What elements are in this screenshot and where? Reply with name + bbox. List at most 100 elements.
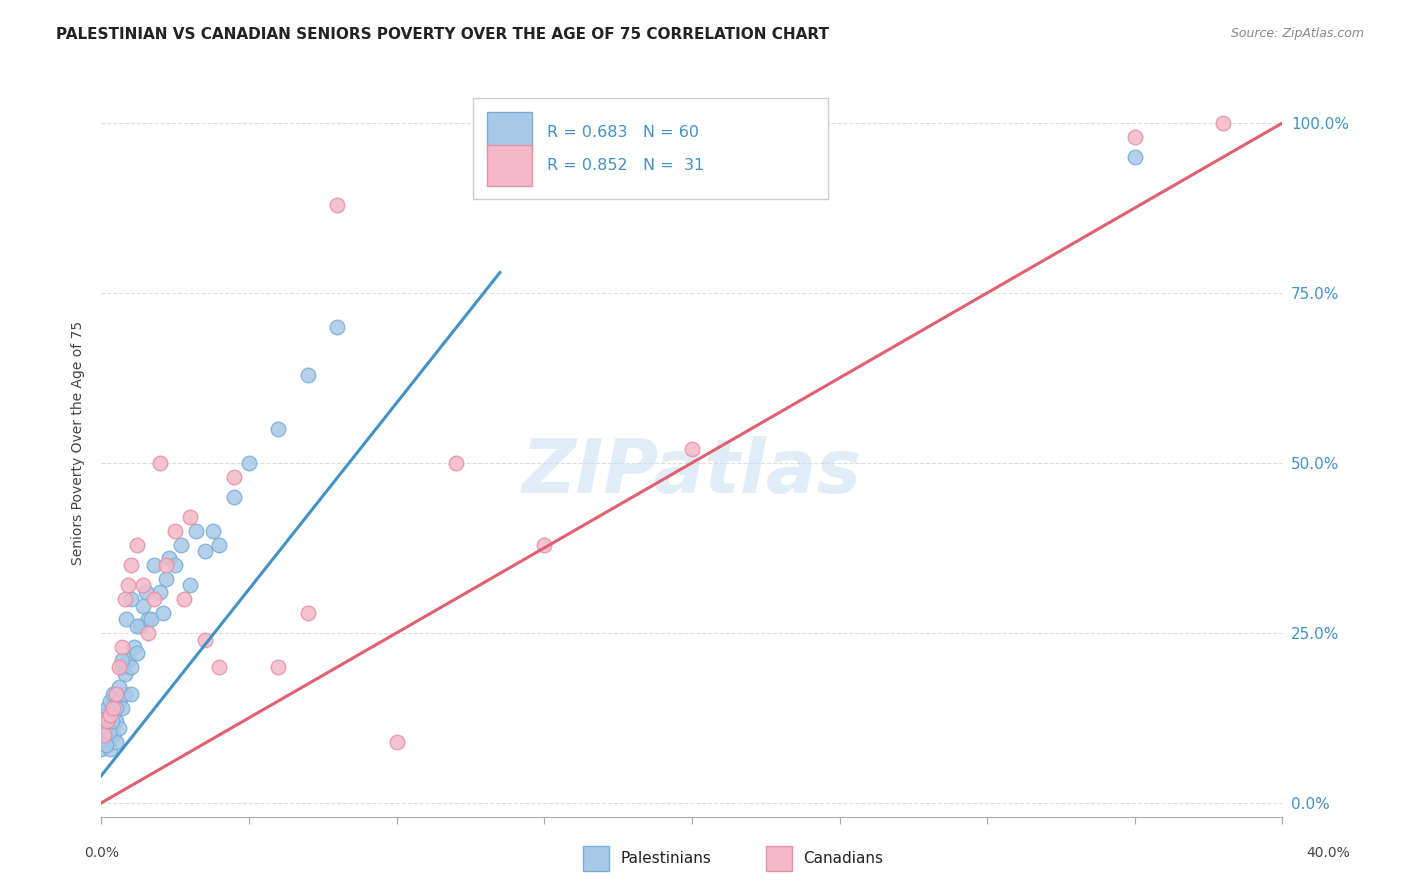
Point	[125, 537, 148, 551]
Point	[93, 728, 115, 742]
Point	[267, 660, 290, 674]
Point	[143, 591, 166, 606]
Point	[114, 591, 136, 606]
Point	[93, 728, 115, 742]
Point	[1123, 150, 1146, 164]
Point	[111, 660, 134, 674]
Point	[444, 456, 467, 470]
Point	[117, 653, 139, 667]
Point	[96, 735, 118, 749]
Point	[326, 320, 349, 334]
Point	[101, 707, 124, 722]
Point	[326, 197, 349, 211]
Point	[114, 687, 136, 701]
Point	[111, 653, 134, 667]
Point	[125, 646, 148, 660]
Point	[179, 578, 201, 592]
Point	[120, 687, 142, 701]
Point	[114, 666, 136, 681]
Point	[184, 524, 207, 538]
Point	[238, 456, 260, 470]
Point	[128, 619, 150, 633]
Point	[202, 524, 225, 538]
Text: Canadians: Canadians	[803, 851, 883, 865]
Point	[138, 612, 160, 626]
Point	[98, 707, 121, 722]
Point	[141, 612, 163, 626]
Point	[108, 660, 131, 674]
Point	[125, 619, 148, 633]
Bar	[488, 145, 533, 186]
Point	[163, 558, 186, 572]
Point	[122, 640, 145, 654]
Point	[101, 700, 124, 714]
Text: R = 0.852   N =  31: R = 0.852 N = 31	[547, 158, 704, 173]
Y-axis label: Seniors Poverty Over the Age of 75: Seniors Poverty Over the Age of 75	[72, 320, 86, 565]
Point	[138, 626, 160, 640]
Point	[98, 694, 121, 708]
Bar	[583, 846, 609, 871]
Point	[157, 551, 180, 566]
Point	[385, 735, 408, 749]
Point	[194, 632, 217, 647]
Point	[131, 578, 153, 592]
Point	[108, 694, 131, 708]
Point	[297, 606, 319, 620]
Point	[117, 578, 139, 592]
Point	[681, 442, 703, 457]
Point	[224, 490, 246, 504]
Point	[170, 537, 193, 551]
Point	[104, 700, 127, 714]
Point	[90, 741, 112, 756]
FancyBboxPatch shape	[474, 98, 828, 200]
Bar	[488, 112, 533, 153]
Point	[104, 714, 127, 729]
Point	[104, 687, 127, 701]
Text: R = 0.683   N = 60: R = 0.683 N = 60	[547, 125, 699, 140]
Point	[96, 700, 118, 714]
Point	[134, 585, 156, 599]
Point	[93, 707, 115, 722]
Point	[101, 728, 124, 742]
Point	[155, 558, 177, 572]
Point	[101, 687, 124, 701]
Point	[533, 537, 555, 551]
Point	[1123, 129, 1146, 144]
Text: ZIPatlas: ZIPatlas	[522, 436, 862, 509]
Point	[104, 735, 127, 749]
Point	[97, 724, 120, 739]
Text: Source: ZipAtlas.com: Source: ZipAtlas.com	[1230, 27, 1364, 40]
Point	[173, 591, 195, 606]
Point	[155, 572, 177, 586]
Point	[120, 591, 142, 606]
Point	[98, 728, 121, 742]
Point	[163, 524, 186, 538]
Point	[100, 714, 122, 729]
Point	[104, 687, 127, 701]
Point	[267, 422, 290, 436]
Point	[98, 741, 121, 756]
Point	[93, 721, 115, 735]
Point	[194, 544, 217, 558]
Point	[1212, 116, 1234, 130]
Point	[179, 510, 201, 524]
Point	[111, 640, 134, 654]
Text: PALESTINIAN VS CANADIAN SENIORS POVERTY OVER THE AGE OF 75 CORRELATION CHART: PALESTINIAN VS CANADIAN SENIORS POVERTY …	[56, 27, 830, 42]
Point	[208, 537, 231, 551]
Point	[208, 660, 231, 674]
Point	[149, 585, 172, 599]
Point	[115, 612, 138, 626]
Text: 0.0%: 0.0%	[84, 846, 118, 860]
Point	[108, 721, 131, 735]
Point	[98, 707, 121, 722]
Bar	[766, 846, 792, 871]
Point	[96, 714, 118, 729]
Point	[108, 681, 131, 695]
Point	[152, 606, 174, 620]
Point	[297, 368, 319, 382]
Text: 40.0%: 40.0%	[1306, 846, 1351, 860]
Point	[94, 738, 117, 752]
Point	[120, 660, 142, 674]
Text: Palestinians: Palestinians	[620, 851, 711, 865]
Point	[224, 469, 246, 483]
